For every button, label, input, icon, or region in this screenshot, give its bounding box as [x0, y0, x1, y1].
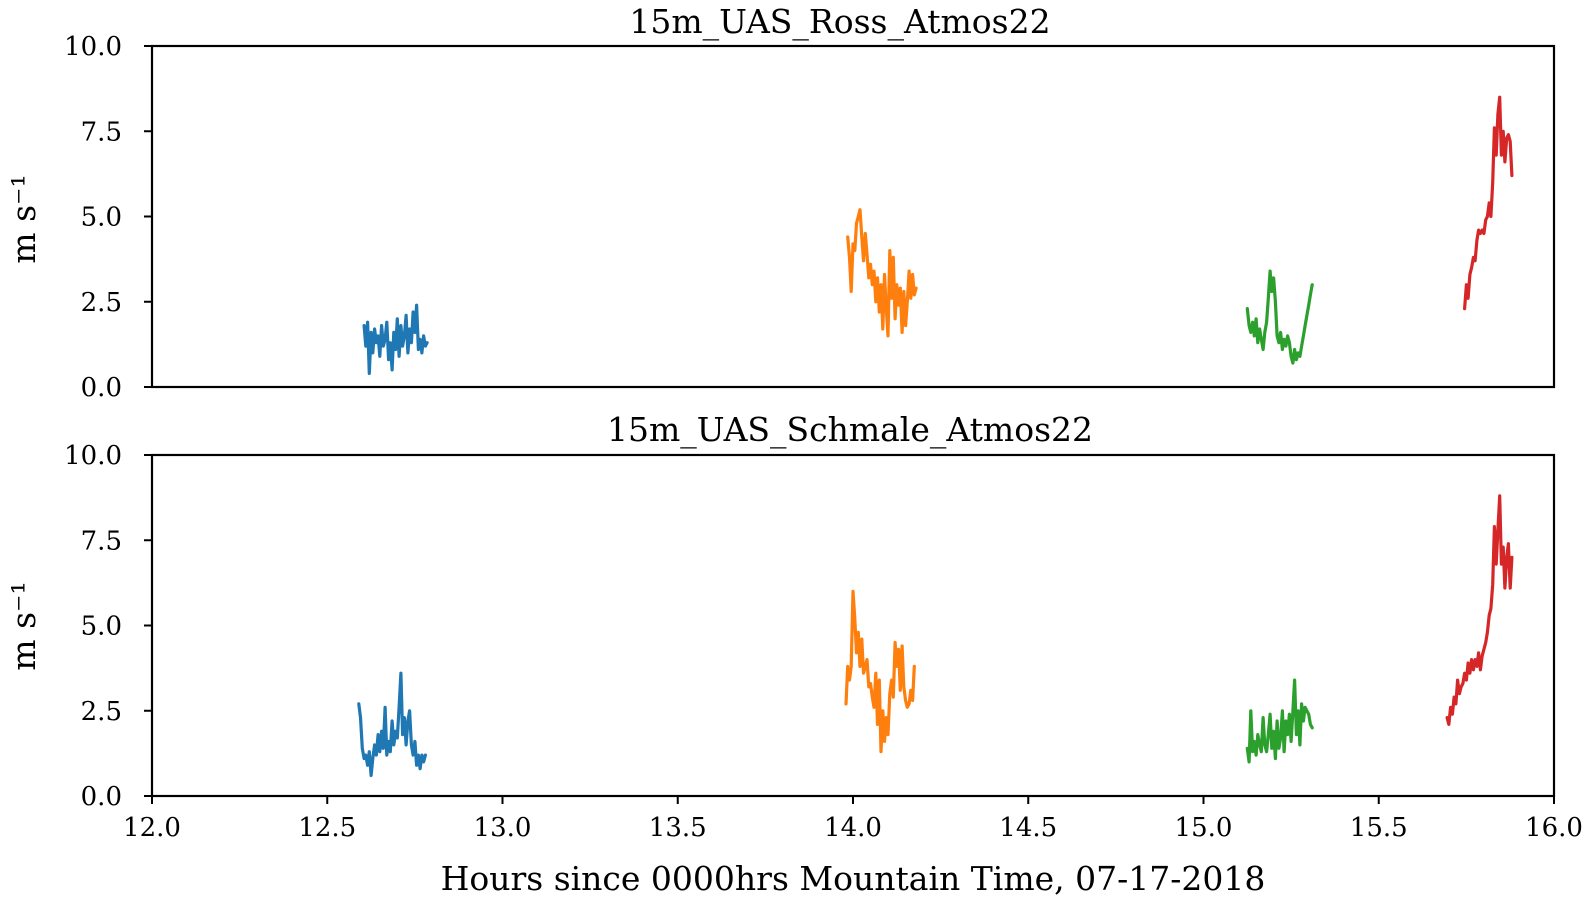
ylabel-ross: m s⁻¹ [4, 174, 43, 263]
series-line-ross-3 [1463, 95, 1514, 311]
title-ross: 15m_UAS_Ross_Atmos22 [629, 2, 1050, 42]
ytick-label-ross-0: 0.0 [81, 373, 122, 403]
plot-frame-ross [150, 44, 1556, 389]
ylabel-schmale: m s⁻¹ [4, 581, 43, 670]
series-line-schmale-2 [1245, 678, 1314, 764]
title-schmale: 15m_UAS_Schmale_Atmos22 [607, 410, 1093, 450]
ytick-label-schmale-3: 7.5 [81, 526, 122, 556]
series-line-schmale-1 [844, 589, 916, 754]
panel-schmale: 15m_UAS_Schmale_Atmos22 m s⁻¹ 0.0 2.5 5.0 7… [4, 410, 1583, 898]
xtick-label-schmale-6: 15.0 [1175, 813, 1233, 843]
xtick-label-schmale-8: 16.0 [1525, 813, 1583, 843]
series-group-schmale [357, 494, 1514, 778]
ytick-label-ross-3: 7.5 [81, 117, 122, 147]
xtick-label-schmale-0: 12.0 [123, 813, 181, 843]
series-line-schmale-3 [1445, 494, 1514, 726]
plot-frame-schmale [150, 453, 1556, 798]
ytick-label-schmale-2: 5.0 [81, 612, 122, 642]
xtick-label-schmale-7: 15.5 [1350, 813, 1408, 843]
xtick-label-schmale-4: 14.0 [824, 813, 882, 843]
xtick-label-schmale-5: 14.5 [999, 813, 1057, 843]
series-line-ross-0 [362, 303, 429, 375]
panel-ross: 15m_UAS_Ross_Atmos22 m s⁻¹ 0.0 2.5 5.0 7.5 1… [4, 2, 1556, 403]
series-line-ross-1 [846, 208, 918, 338]
xticks-schmale: 12.0 12.5 13.0 13.5 14.0 14.5 15.0 15.5 16.0 [123, 796, 1583, 843]
ytick-label-ross-4: 10.0 [64, 32, 122, 62]
ytick-label-schmale-4: 10.0 [64, 441, 122, 471]
ytick-label-ross-2: 5.0 [81, 203, 122, 233]
series-line-ross-2 [1245, 269, 1314, 365]
xtick-label-schmale-1: 12.5 [298, 813, 356, 843]
ytick-labels-ross: 0.0 2.5 5.0 7.5 10.0 [64, 32, 152, 403]
ytick-label-schmale-0: 0.0 [81, 782, 122, 812]
xtick-label-schmale-2: 13.0 [474, 813, 532, 843]
ytick-label-schmale-1: 2.5 [81, 697, 122, 727]
xtick-label-schmale-3: 13.5 [649, 813, 707, 843]
ytick-label-ross-1: 2.5 [81, 288, 122, 318]
series-line-schmale-0 [357, 671, 427, 778]
ytick-labels-schmale: 0.0 2.5 5.0 7.5 10.0 [64, 441, 152, 812]
series-group-ross [362, 95, 1514, 375]
xlabel: Hours since 0000hrs Mountain Time, 07-17… [441, 859, 1266, 898]
